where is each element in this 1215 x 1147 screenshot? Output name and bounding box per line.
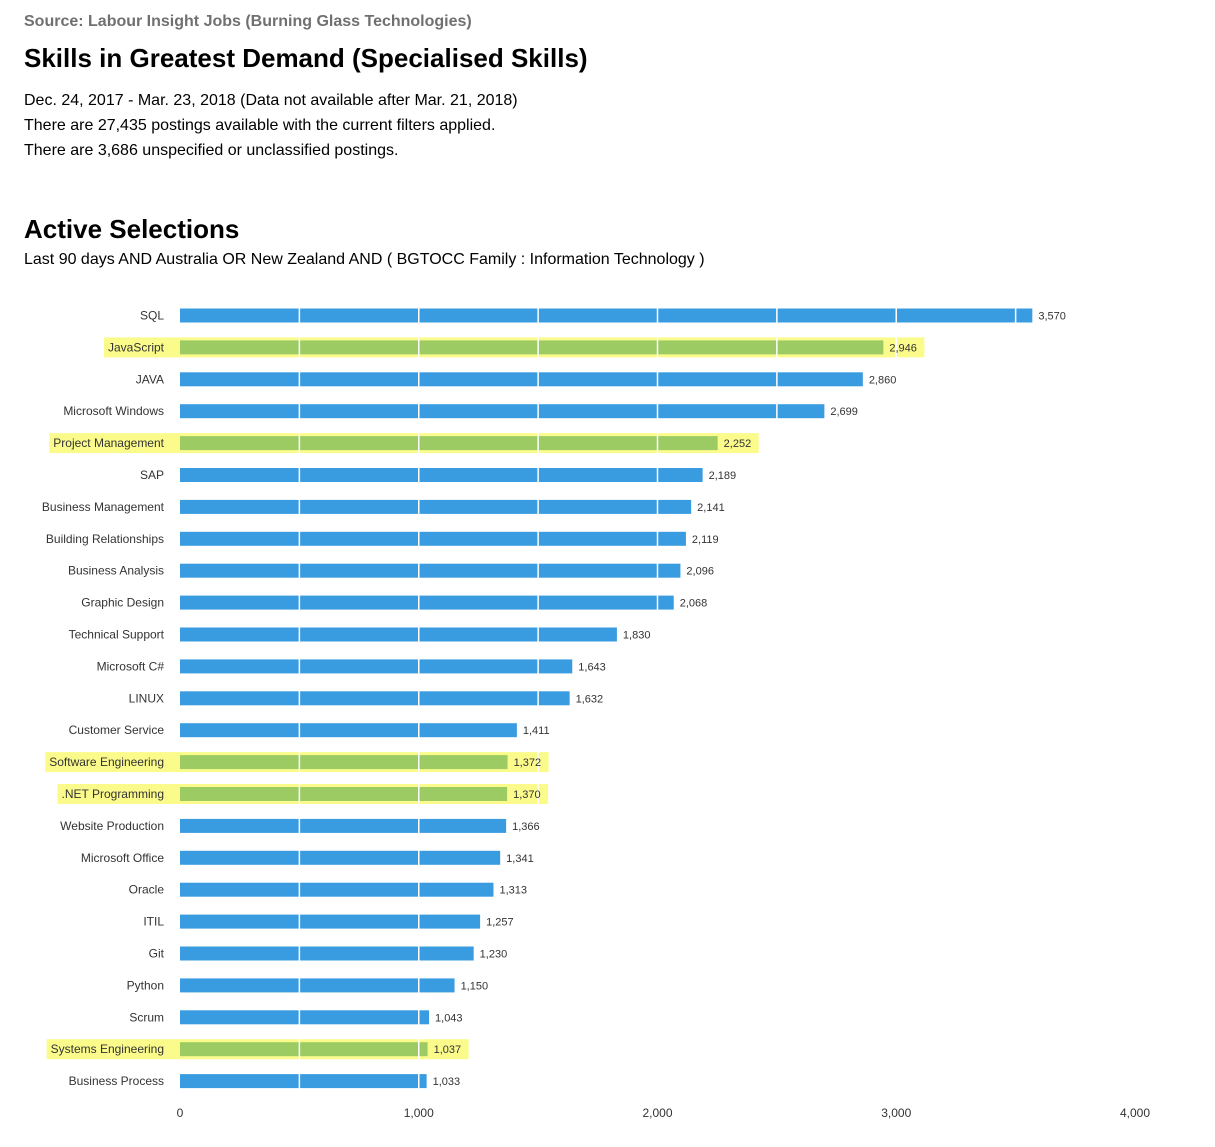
value-label: 1,230 bbox=[480, 949, 508, 961]
bar bbox=[180, 914, 481, 929]
value-label: 1,370 bbox=[513, 789, 541, 801]
value-label: 2,699 bbox=[830, 406, 858, 418]
bar bbox=[180, 755, 508, 770]
category-label: Scrum bbox=[129, 1010, 164, 1024]
category-label: JAVA bbox=[136, 372, 164, 386]
category-label: SAP bbox=[140, 468, 164, 482]
bar bbox=[180, 659, 573, 674]
bar bbox=[180, 372, 863, 387]
value-label: 1,632 bbox=[576, 693, 604, 705]
category-label: Project Management bbox=[53, 436, 164, 450]
x-tick-label: 0 bbox=[177, 1106, 184, 1120]
bar bbox=[180, 882, 494, 897]
category-label: JavaScript bbox=[108, 340, 165, 354]
bar bbox=[180, 850, 501, 865]
bar bbox=[180, 946, 474, 961]
category-label: LINUX bbox=[129, 691, 164, 705]
x-tick-label: 2,000 bbox=[642, 1106, 672, 1120]
bar bbox=[180, 818, 507, 833]
value-label: 1,033 bbox=[433, 1076, 461, 1088]
x-tick-label: 3,000 bbox=[881, 1106, 911, 1120]
bar bbox=[180, 787, 508, 801]
bar bbox=[180, 691, 570, 706]
postings-count-text: There are 27,435 postings available with… bbox=[24, 117, 496, 134]
active-selections-heading: Active Selections bbox=[24, 214, 240, 244]
bar bbox=[180, 563, 681, 578]
category-label: Oracle bbox=[129, 883, 165, 897]
source-note: Source: Labour Insight Jobs (Burning Gla… bbox=[24, 13, 472, 30]
unspecified-postings-text: There are 3,686 unspecified or unclassif… bbox=[24, 142, 399, 159]
category-label: Git bbox=[149, 947, 165, 961]
category-label: Python bbox=[127, 978, 164, 992]
bar bbox=[180, 531, 686, 546]
value-label: 1,043 bbox=[435, 1012, 463, 1024]
category-label: Building Relationships bbox=[46, 532, 164, 546]
x-tick-label: 1,000 bbox=[404, 1106, 434, 1120]
value-label: 2,119 bbox=[692, 534, 719, 546]
value-label: 2,141 bbox=[697, 502, 725, 514]
date-range-text: Dec. 24, 2017 - Mar. 23, 2018 (Data not … bbox=[24, 92, 518, 109]
value-label: 1,411 bbox=[523, 725, 550, 737]
category-label: Software Engineering bbox=[49, 755, 164, 769]
bar bbox=[180, 404, 825, 419]
value-label: 2,096 bbox=[686, 566, 714, 578]
category-label: SQL bbox=[140, 309, 164, 323]
value-label: 1,313 bbox=[499, 885, 527, 897]
bar bbox=[180, 723, 517, 738]
category-label: Systems Engineering bbox=[51, 1042, 164, 1056]
value-label: 1,341 bbox=[506, 853, 534, 865]
value-label: 1,372 bbox=[514, 757, 542, 769]
category-label: Business Analysis bbox=[68, 564, 164, 578]
value-label: 1,830 bbox=[623, 630, 651, 642]
category-label: .NET Programming bbox=[62, 787, 164, 801]
value-label: 1,257 bbox=[486, 917, 514, 929]
category-label: Microsoft Windows bbox=[63, 404, 164, 418]
value-label: 1,366 bbox=[512, 821, 540, 833]
category-label: Business Process bbox=[69, 1074, 164, 1088]
bar bbox=[180, 340, 884, 355]
bar bbox=[180, 1010, 430, 1025]
value-label: 2,068 bbox=[680, 598, 708, 610]
value-label: 2,946 bbox=[889, 342, 917, 354]
page-title: Skills in Greatest Demand (Specialised S… bbox=[24, 43, 588, 73]
category-label: Customer Service bbox=[69, 723, 165, 737]
category-label: ITIL bbox=[143, 915, 164, 929]
bar bbox=[180, 1074, 427, 1089]
category-label: Microsoft C# bbox=[97, 659, 165, 673]
bar bbox=[180, 436, 718, 451]
value-label: 2,252 bbox=[724, 438, 752, 450]
x-tick-label: 4,000 bbox=[1120, 1106, 1150, 1120]
value-label: 1,150 bbox=[461, 980, 489, 992]
category-label: Business Management bbox=[42, 500, 165, 514]
bar bbox=[180, 627, 617, 642]
active-selections-text: Last 90 days AND Australia OR New Zealan… bbox=[24, 251, 705, 268]
bar bbox=[180, 1042, 428, 1057]
category-label: Graphic Design bbox=[81, 596, 164, 610]
value-label: 2,189 bbox=[709, 470, 737, 482]
value-label: 1,643 bbox=[578, 661, 606, 673]
bar bbox=[180, 595, 674, 610]
category-label: Website Production bbox=[60, 819, 164, 833]
value-label: 2,860 bbox=[869, 374, 897, 386]
bar bbox=[180, 978, 455, 993]
bar bbox=[180, 499, 692, 514]
bar bbox=[180, 308, 1033, 323]
value-label: 3,570 bbox=[1038, 311, 1066, 323]
category-label: Microsoft Office bbox=[81, 851, 164, 865]
value-label: 1,037 bbox=[434, 1044, 462, 1056]
bar bbox=[180, 468, 703, 482]
category-label: Technical Support bbox=[69, 628, 165, 642]
